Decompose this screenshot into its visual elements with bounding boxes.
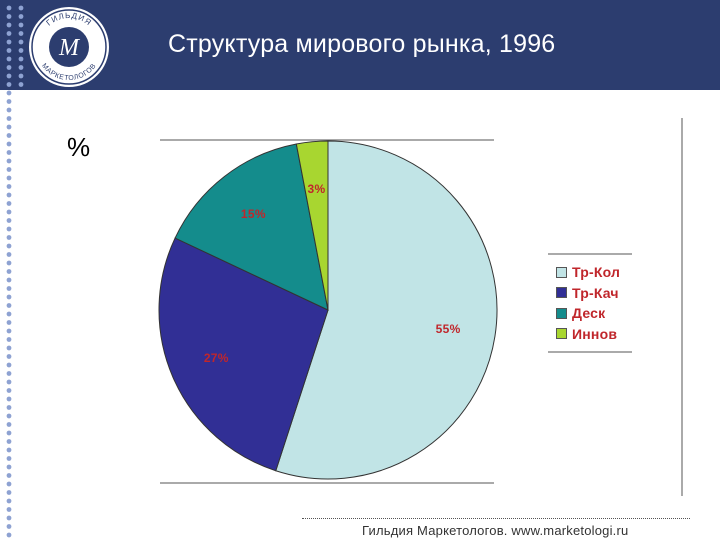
pie-slices [158, 140, 498, 480]
slice-label-1: 55% [435, 322, 461, 337]
legend-label: Иннов [572, 325, 618, 342]
legend-item-4: Иннов [556, 324, 620, 345]
legend-swatch [556, 287, 567, 299]
logo-monogram: M [58, 35, 81, 61]
legend-swatch [556, 307, 567, 319]
legend-label: Тр-Кач [572, 284, 619, 301]
guild-logo-emblem: ГИЛЬДИЯ МАРКЕТОЛОГОВ M [29, 7, 109, 87]
legend-label: Деск [572, 305, 606, 322]
footer-divider [302, 518, 690, 519]
legend-item-2: Тр-Кач [556, 283, 620, 304]
dotted-margin-decoration [6, 5, 24, 538]
pie-slice-1 [275, 140, 498, 480]
footer-text: Гильдия Маркетологов. www.marketologi.ru [362, 523, 629, 538]
unit-label: % [67, 132, 91, 162]
legend-swatch [556, 266, 567, 278]
legend-item-3: Деск [556, 303, 620, 324]
slice-label-4: 3% [307, 181, 326, 196]
pie-slice-3 [174, 143, 329, 311]
legend-swatch [556, 328, 567, 340]
page-title: Структура мирового рынка, 1996 [168, 30, 556, 58]
legend-item-1: Тр-Кол [556, 262, 620, 283]
header-band [0, 0, 720, 90]
slice-label-2: 27% [203, 351, 229, 366]
pie-slice-2 [158, 237, 329, 472]
slice-label-3: 15% [240, 206, 266, 221]
chart-legend: Тр-Кол Тр-Кач Деск Иннов [556, 262, 620, 344]
pie-slice-4 [295, 140, 329, 311]
legend-label: Тр-Кол [572, 264, 621, 281]
